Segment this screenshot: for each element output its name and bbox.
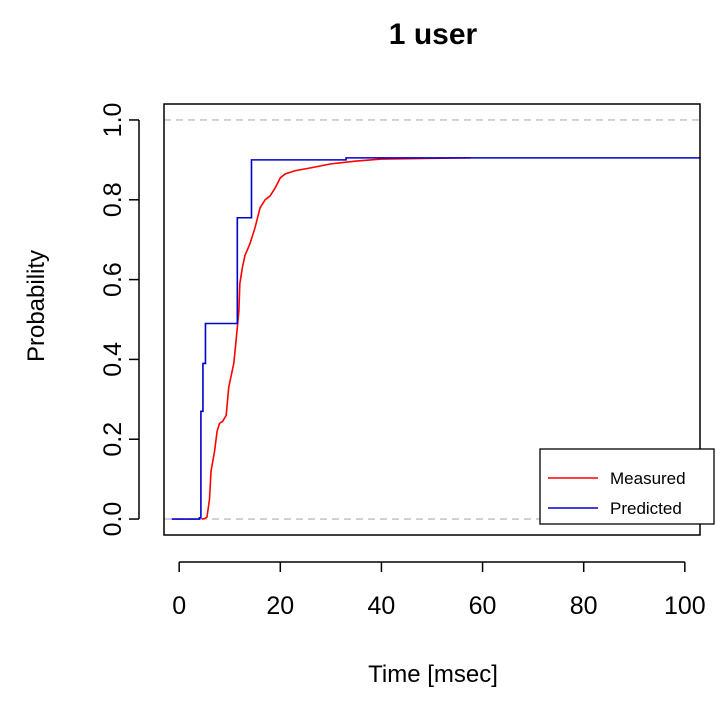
legend-box — [539, 448, 715, 525]
y-tick-label: 1.0 — [99, 103, 127, 138]
y-tick-label: 0.4 — [99, 342, 127, 377]
x-tick-label: 60 — [469, 592, 497, 620]
x-tick-label: 80 — [570, 592, 598, 620]
series-layer — [171, 157, 701, 520]
y-axis-label: Probability — [23, 250, 50, 362]
legend: Measured Predicted — [539, 448, 715, 525]
chart-title: 1 user — [389, 18, 478, 51]
legend-label-measured: Measured — [610, 469, 686, 488]
y-tick-label: 0.6 — [99, 262, 127, 297]
y-tick-label: 0.8 — [99, 182, 127, 217]
series-line-predicted — [171, 157, 701, 520]
x-tick-label: 0 — [172, 592, 186, 620]
x-tick-label: 20 — [266, 592, 294, 620]
y-tick-label: 0.2 — [99, 422, 127, 457]
y-tick-label: 0.0 — [99, 502, 127, 537]
x-tick-label: 100 — [664, 592, 706, 620]
series-line-measured — [201, 157, 471, 520]
x-axis-label: Time [msec] — [368, 661, 498, 688]
y-axis: 0.0 0.2 0.4 0.6 0.8 1.0 — [99, 103, 140, 537]
legend-label-predicted: Predicted — [610, 499, 682, 518]
x-axis: 0 20 40 60 80 100 — [172, 561, 706, 620]
plot-frame — [163, 103, 701, 536]
x-tick-label: 40 — [368, 592, 396, 620]
